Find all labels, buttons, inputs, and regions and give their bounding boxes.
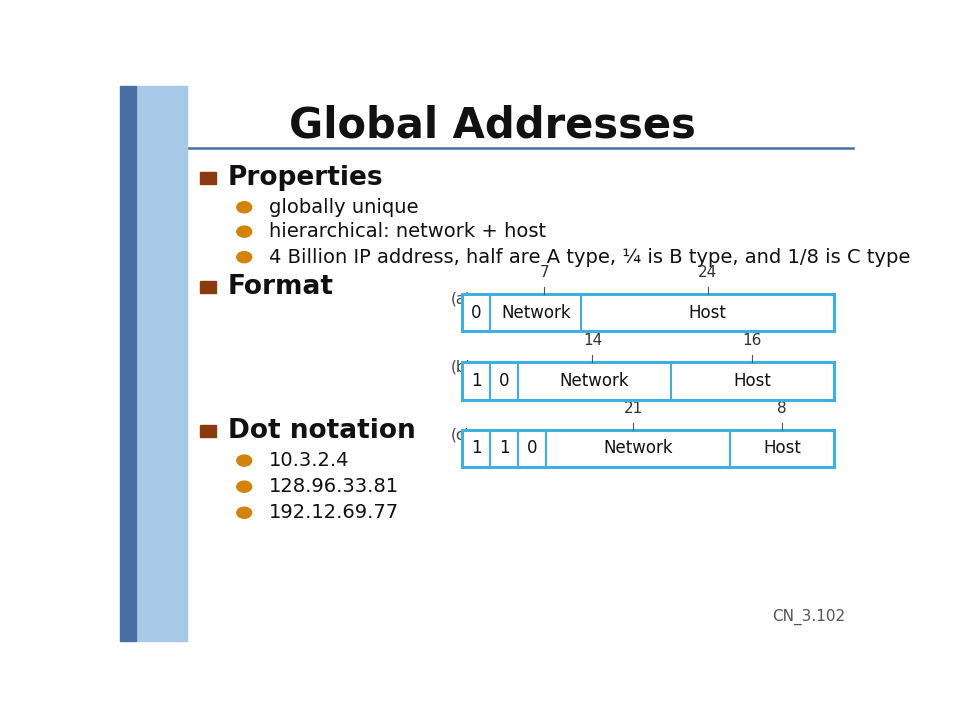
Text: 192.12.69.77: 192.12.69.77 xyxy=(269,503,399,522)
Bar xyxy=(463,362,834,400)
Text: globally unique: globally unique xyxy=(269,198,419,217)
Text: Host: Host xyxy=(733,372,771,390)
Text: Host: Host xyxy=(763,439,801,457)
Text: Properties: Properties xyxy=(228,165,383,191)
Text: Network: Network xyxy=(560,372,629,390)
Text: Dot notation: Dot notation xyxy=(228,418,416,444)
Bar xyxy=(120,86,136,641)
Text: 0: 0 xyxy=(527,439,538,457)
Text: 4 Billion IP address, half are A type, ¼ is B type, and 1/8 is C type: 4 Billion IP address, half are A type, ¼… xyxy=(269,248,910,266)
Text: hierarchical: network + host: hierarchical: network + host xyxy=(269,222,546,241)
Text: 14: 14 xyxy=(583,333,602,348)
Text: 10.3.2.4: 10.3.2.4 xyxy=(269,451,349,470)
Text: 21: 21 xyxy=(624,401,643,416)
Circle shape xyxy=(237,202,252,213)
Text: 0: 0 xyxy=(499,372,510,390)
Text: 7: 7 xyxy=(540,265,549,280)
Text: CN_3.102: CN_3.102 xyxy=(772,609,846,625)
Circle shape xyxy=(237,251,252,263)
Bar xyxy=(200,172,216,184)
Circle shape xyxy=(237,481,252,492)
Text: (a): (a) xyxy=(451,291,472,306)
Text: Network: Network xyxy=(603,439,673,457)
Bar xyxy=(136,86,187,641)
Text: 0: 0 xyxy=(471,304,481,322)
Circle shape xyxy=(237,226,252,237)
Text: 1: 1 xyxy=(499,439,510,457)
Text: 8: 8 xyxy=(778,401,787,416)
Text: Host: Host xyxy=(689,304,727,322)
Text: Network: Network xyxy=(501,304,570,322)
Bar xyxy=(200,425,216,437)
Text: (b): (b) xyxy=(451,359,472,374)
Text: (c): (c) xyxy=(451,427,471,442)
Text: 16: 16 xyxy=(743,333,762,348)
Text: Format: Format xyxy=(228,274,334,300)
Bar xyxy=(200,281,216,293)
Circle shape xyxy=(237,455,252,466)
Circle shape xyxy=(237,507,252,518)
Text: Global Addresses: Global Addresses xyxy=(289,104,695,146)
Bar xyxy=(463,430,834,467)
Text: 1: 1 xyxy=(470,372,482,390)
Text: 24: 24 xyxy=(698,265,717,280)
Text: 128.96.33.81: 128.96.33.81 xyxy=(269,477,399,496)
Text: 1: 1 xyxy=(470,439,482,457)
Bar xyxy=(463,294,834,331)
